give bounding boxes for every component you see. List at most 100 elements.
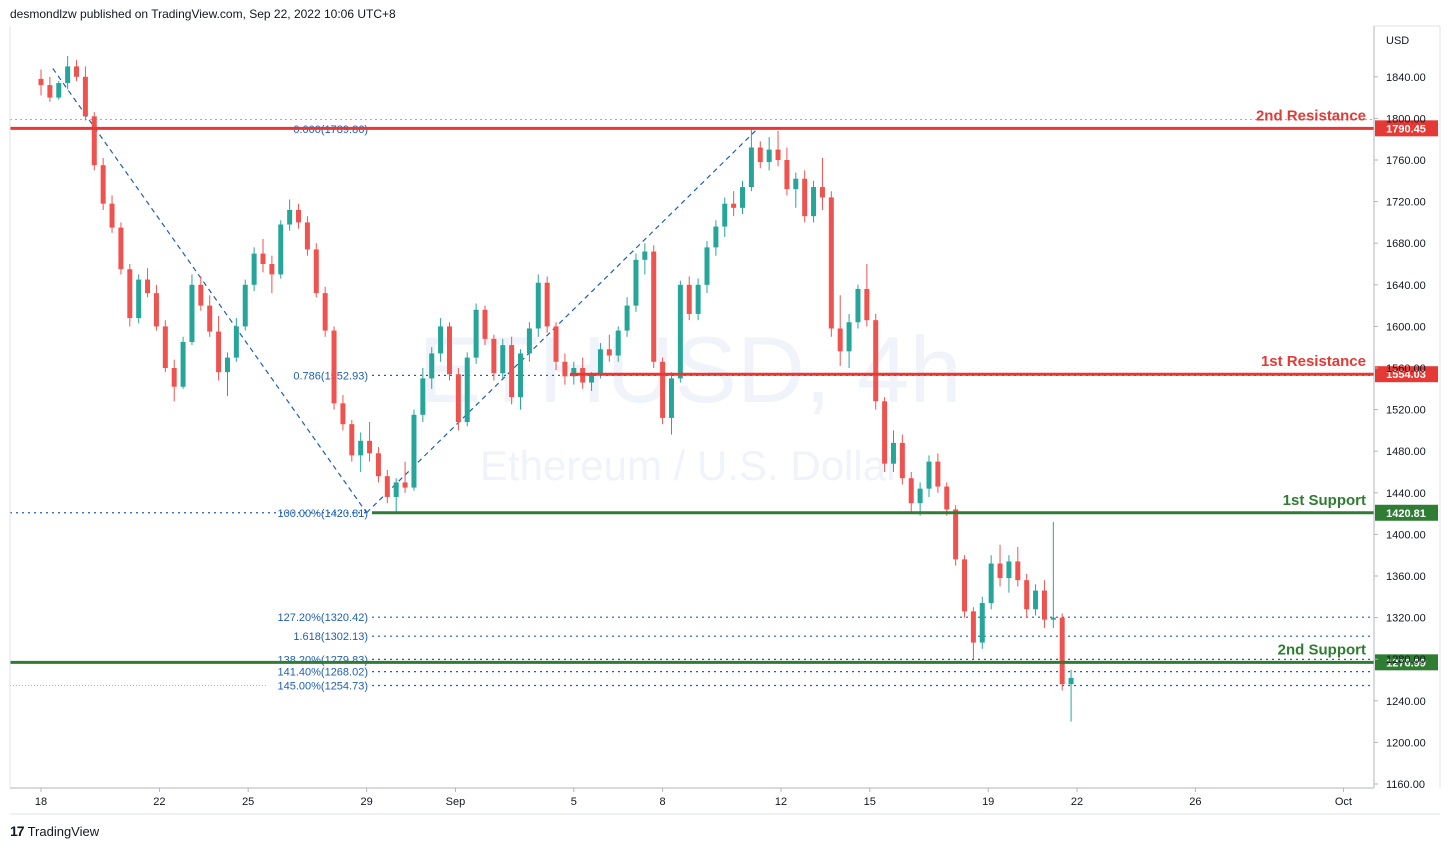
price-tick-label: 1720.00 (1386, 197, 1426, 209)
candle-body (864, 288, 870, 321)
candle-body (917, 488, 923, 504)
time-tick-label: 26 (1189, 796, 1201, 808)
candle-body (296, 209, 302, 223)
time-tick-label: 15 (864, 796, 876, 808)
candle-body (65, 66, 71, 84)
candle-body (269, 264, 275, 275)
time-tick-label: 29 (360, 796, 372, 808)
candle-body (91, 116, 97, 166)
candle-body (962, 559, 968, 612)
candle-body (944, 486, 950, 510)
candle-body (1059, 617, 1065, 685)
candle-body (615, 330, 621, 356)
currency-label: USD (1386, 35, 1409, 47)
candle-body (304, 222, 310, 250)
candle-body (153, 293, 159, 327)
price-tick-label: 1240.00 (1386, 696, 1426, 708)
candle-body (429, 353, 435, 379)
candle-body (446, 326, 452, 375)
candle-body (500, 345, 506, 374)
candle-body (438, 326, 444, 354)
candle-body (518, 353, 524, 398)
fib-level-label: 0.786(1552.93) (293, 370, 368, 382)
candle-body (899, 442, 905, 479)
candle-body (1015, 561, 1021, 581)
candle-body (242, 284, 248, 327)
candle-body (1050, 617, 1056, 620)
candle-body (695, 284, 701, 314)
candle-body (56, 83, 62, 98)
candle-body (828, 197, 834, 329)
candle-body (535, 282, 541, 329)
candle-body (402, 482, 408, 488)
candle-body (748, 147, 754, 188)
candle-body (589, 374, 595, 383)
candle-body (127, 269, 133, 319)
candle-body (473, 309, 479, 358)
candle-body (526, 328, 532, 354)
candle-body (819, 187, 825, 198)
candle-body (145, 279, 151, 294)
time-tick-label: 5 (571, 796, 577, 808)
time-tick-label: 22 (1071, 796, 1083, 808)
candle-body (216, 331, 222, 373)
candle-body (1033, 590, 1039, 610)
tradingview-logo-icon: 17 (10, 823, 25, 839)
fib-level-label: 1.618(1302.13) (293, 631, 368, 643)
candle-body (837, 328, 843, 352)
candle-body (198, 284, 204, 306)
chart-axes: USD 1840.00 1800.00 1760.00 1720.00 1680.00 16… (9, 25, 1441, 815)
price-tag-resistance (1375, 366, 1438, 383)
candle-body (233, 326, 239, 358)
candle-body (118, 227, 124, 270)
candle-body (979, 603, 985, 643)
price-tick-label: 1400.00 (1386, 529, 1426, 541)
level-label-resistance: 2nd Resistance (1256, 107, 1366, 124)
candle-body (384, 476, 390, 497)
price-tick-label: 1800.00 (1386, 113, 1426, 125)
time-tick-label: 22 (153, 796, 165, 808)
price-tick-label: 1320.00 (1386, 613, 1426, 625)
candle-body (455, 374, 461, 423)
time-tick-label: 19 (982, 796, 994, 808)
candle-body (908, 478, 914, 504)
candle-body (38, 78, 44, 86)
price-tick-label: 1600.00 (1386, 321, 1426, 333)
candle-body (260, 253, 266, 264)
candle-body (1024, 580, 1030, 610)
fib-swing-line (366, 128, 758, 514)
tradingview-footer[interactable]: 17 TradingView (10, 823, 99, 839)
candle-body (935, 461, 941, 487)
candle-body (251, 253, 257, 285)
level-label-support: 1st Support (1283, 492, 1366, 509)
candle-body (997, 563, 1003, 579)
price-tick-label: 1200.00 (1386, 737, 1426, 749)
level-label-resistance: 1st Resistance (1261, 353, 1366, 370)
time-tick-label: 25 (242, 796, 254, 808)
candle-body (544, 282, 550, 327)
candle-body (393, 482, 399, 497)
candle-body (970, 611, 976, 643)
price-tick-label: 1760.00 (1386, 155, 1426, 167)
candle-body (731, 203, 737, 208)
watermark-name: Ethereum / U.S. Dollar (480, 442, 900, 489)
candle-body (811, 187, 817, 217)
candle-body (420, 378, 426, 415)
candle-body (704, 247, 710, 285)
price-tick-label: 1480.00 (1386, 446, 1426, 458)
candle-body (464, 357, 470, 423)
candle-body (224, 357, 230, 373)
candle-body (722, 203, 728, 227)
fib-level-label: 141.40%(1268.02) (277, 667, 368, 679)
candle-body (109, 203, 115, 228)
candle-body (207, 305, 213, 332)
time-tick-label: Sep (446, 796, 466, 808)
fibonacci-swing-lines (52, 68, 758, 514)
candle-body (846, 322, 852, 352)
fib-level-label: 138.20%(1279.83) (277, 654, 368, 666)
candle-body (1068, 677, 1074, 685)
candle-body (358, 440, 364, 456)
candle-body (651, 251, 657, 362)
candle-body (331, 330, 337, 404)
